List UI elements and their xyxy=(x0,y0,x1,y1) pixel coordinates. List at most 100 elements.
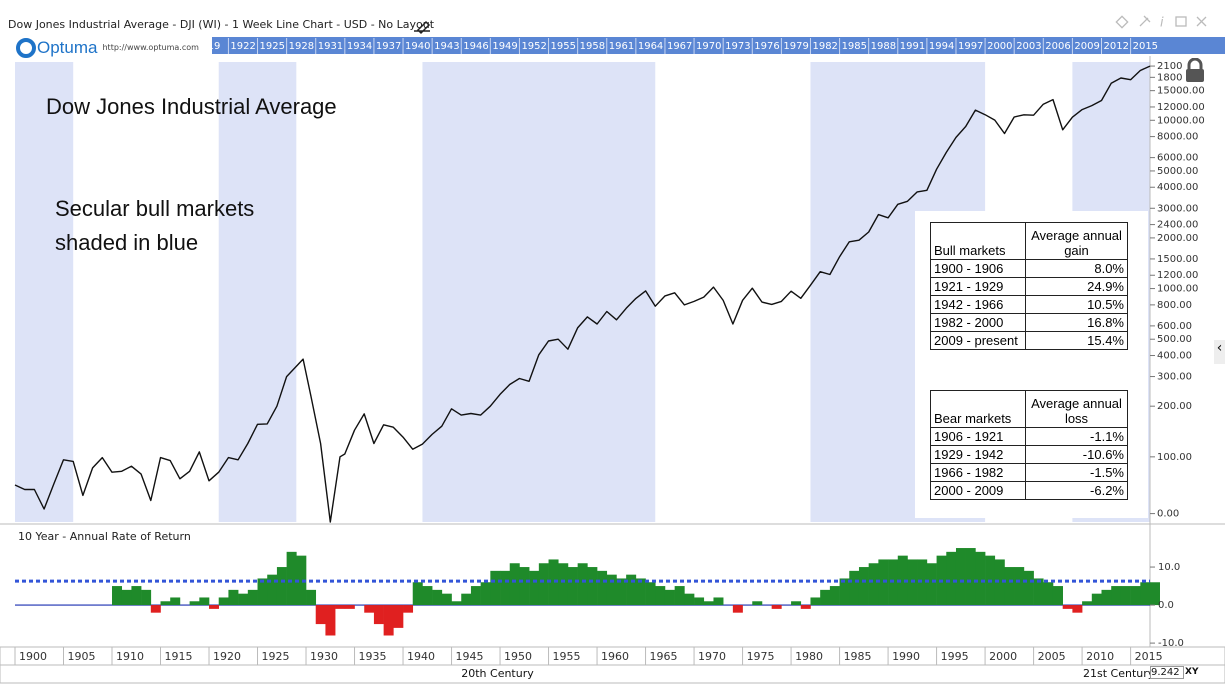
table-cell: 1921 - 1929 xyxy=(930,277,1026,296)
return-bar xyxy=(626,574,637,606)
y-tick-label: 600.00 xyxy=(1157,321,1192,332)
return-bar xyxy=(587,567,598,606)
return-bar xyxy=(276,567,287,606)
annotation: Secular bull markets shaded in blue xyxy=(55,196,255,255)
return-bar xyxy=(519,567,530,606)
x-tick-label: 2000 xyxy=(989,650,1017,663)
return-bar xyxy=(548,559,559,606)
restore-icon[interactable] xyxy=(1175,16,1187,27)
table-cell: 1942 - 1966 xyxy=(930,295,1026,314)
century-left: 20th Century xyxy=(461,667,534,680)
top-x-tick-label: 2012 xyxy=(1103,41,1128,52)
table-cell: -6.2% xyxy=(1025,481,1128,500)
y-tick-label: 300.00 xyxy=(1157,372,1192,383)
return-bar xyxy=(393,605,404,628)
y-tick-label: 2000.00 xyxy=(1157,233,1198,244)
edit-icon[interactable] xyxy=(414,20,431,35)
return-bar xyxy=(170,597,181,606)
return-bar xyxy=(209,605,220,609)
window-title: Dow Jones Industrial Average - DJI (WI) … xyxy=(8,18,435,31)
return-bar xyxy=(1052,586,1063,606)
x-tick-label: 1950 xyxy=(504,650,532,663)
bull-shading xyxy=(422,62,656,522)
diamond-icon[interactable] xyxy=(1115,15,1129,29)
bull-shading xyxy=(15,62,74,522)
y-tick-label: 500.00 xyxy=(1157,334,1192,345)
top-x-tick-label: 1961 xyxy=(609,41,634,52)
return-bar xyxy=(771,605,782,609)
x-tick-label: 1995 xyxy=(941,650,969,663)
y-tick-label: -10.0 xyxy=(1158,638,1184,649)
y-tick-label: 1500.00 xyxy=(1157,254,1198,265)
table-cell: 15.4% xyxy=(1025,331,1128,350)
table-cell: 10.5% xyxy=(1025,295,1128,314)
x-tick-label: 1925 xyxy=(262,650,290,663)
collapse-button[interactable]: ‹ xyxy=(1214,340,1225,364)
return-bar xyxy=(189,601,200,606)
return-bar xyxy=(247,589,258,606)
return-bar xyxy=(810,597,821,606)
top-x-tick-label: 1946 xyxy=(463,41,488,52)
top-x-tick-label: 1964 xyxy=(638,41,663,52)
century-right: 21st Century xyxy=(1083,667,1155,680)
y-tick-label: 10000.00 xyxy=(1157,115,1205,126)
top-x-tick-label: 1925 xyxy=(260,41,285,52)
return-bar xyxy=(975,551,986,606)
return-bar xyxy=(480,582,491,606)
return-bar xyxy=(238,593,249,606)
top-x-tick-label: 1928 xyxy=(289,41,314,52)
top-x-tick-label: 1955 xyxy=(551,41,576,52)
table-row: 1900 - 1906 8.0% xyxy=(930,259,1128,278)
y-tick-label: 2400.00 xyxy=(1157,220,1198,231)
return-bar xyxy=(1130,586,1141,606)
return-bar xyxy=(1072,605,1083,613)
return-bar xyxy=(800,605,811,609)
return-bar xyxy=(655,586,666,606)
y-tick-label: 200.00 xyxy=(1157,401,1192,412)
return-bar xyxy=(694,597,705,606)
return-bar xyxy=(315,605,326,625)
mode-button[interactable]: XY xyxy=(1185,667,1199,677)
pin-icon[interactable] xyxy=(1139,15,1151,27)
x-tick-label: 1980 xyxy=(795,650,823,663)
x-tick-label: 1970 xyxy=(698,650,726,663)
top-x-tick-label: 2000 xyxy=(987,41,1012,52)
close-icon[interactable] xyxy=(1196,16,1207,27)
table-row: 1942 - 1966 10.5% xyxy=(930,295,1128,314)
return-bar xyxy=(131,586,142,606)
table-cell: 1906 - 1921 xyxy=(930,427,1026,446)
top-x-tick-label: 2003 xyxy=(1016,41,1041,52)
return-bar xyxy=(684,593,695,606)
return-bar xyxy=(1140,582,1151,606)
return-bar xyxy=(664,589,675,606)
y-tick-label: 2100 xyxy=(1157,61,1182,72)
return-bar xyxy=(1033,578,1044,606)
lock-icon[interactable] xyxy=(1183,57,1207,88)
top-x-tick-label: 2006 xyxy=(1045,41,1070,52)
x-tick-label: 1920 xyxy=(213,650,241,663)
window-controls: i xyxy=(1115,15,1207,31)
table-row: 1921 - 1929 24.9% xyxy=(930,277,1128,296)
info-icon[interactable]: i xyxy=(1160,16,1164,31)
return-bar xyxy=(141,589,152,606)
return-bar xyxy=(1082,601,1093,606)
x-tick-label: 1915 xyxy=(165,650,193,663)
return-bar xyxy=(558,563,569,606)
return-bar xyxy=(529,570,540,606)
return-bar xyxy=(335,605,346,609)
return-bar xyxy=(1014,567,1025,606)
title-bar xyxy=(0,0,1225,36)
table-cell: 8.0% xyxy=(1025,259,1128,278)
return-bar xyxy=(538,563,549,606)
return-bar xyxy=(1062,605,1073,609)
return-bar xyxy=(461,593,472,606)
return-bar xyxy=(732,605,743,613)
table-cell: 1900 - 1906 xyxy=(930,259,1026,278)
return-bar xyxy=(606,574,617,606)
return-bar xyxy=(199,597,210,606)
top-x-tick-label: 1970 xyxy=(696,41,721,52)
y-tick-label: 1800 xyxy=(1157,72,1182,83)
